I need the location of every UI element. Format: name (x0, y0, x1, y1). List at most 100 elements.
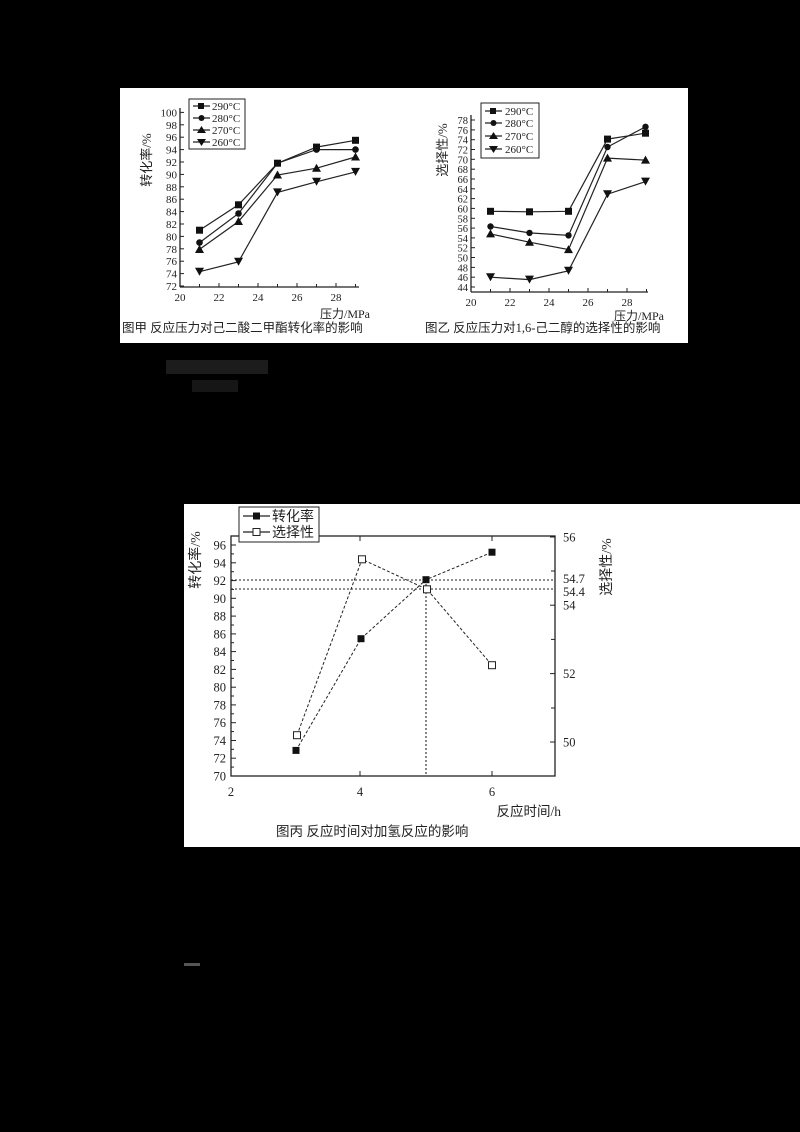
chart-bing: 70 72 74 76 78 80 82 84 86 88 90 92 94 (187, 506, 615, 839)
figure-caption: 图甲 反应压力对己二酸二甲酯转化率的影响 (122, 320, 363, 335)
x-axis-label: 压力/MPa (320, 307, 371, 321)
legend-label: 290°C (212, 101, 240, 113)
svg-text:78: 78 (166, 244, 178, 256)
svg-text:24: 24 (253, 292, 265, 304)
filled-square-marker (357, 635, 365, 643)
svg-text:70: 70 (214, 770, 227, 784)
svg-text:52: 52 (563, 667, 576, 681)
y-axis-label: 选择性/% (435, 123, 450, 177)
open-square-marker (423, 585, 431, 594)
svg-text:26: 26 (583, 297, 595, 309)
figure-caption: 图乙 反应压力对1,6-己二醇的选择性的影响 (425, 320, 660, 335)
series-markers (195, 136, 360, 276)
svg-text:22: 22 (214, 292, 225, 304)
svg-text:56: 56 (563, 531, 576, 545)
reference-lines (231, 579, 555, 776)
legend-triangle-down-marker (197, 139, 206, 146)
svg-text:94: 94 (166, 145, 178, 157)
svg-text:50: 50 (563, 736, 576, 750)
legend-label: 280°C (212, 113, 240, 125)
svg-text:92: 92 (166, 157, 177, 169)
svg-text:90: 90 (214, 592, 227, 606)
svg-text:92: 92 (214, 574, 227, 588)
chart-jia: 72 74 76 78 80 82 84 86 88 90 92 94 96 9… (122, 98, 371, 335)
svg-text:74: 74 (166, 269, 178, 281)
legend-triangle-down-marker (489, 146, 498, 153)
svg-text:100: 100 (161, 107, 178, 119)
top-figures-svg: 72 74 76 78 80 82 84 86 88 90 92 94 96 9… (122, 98, 665, 335)
svg-text:62: 62 (458, 195, 469, 206)
bottom-figure-panel: 70 72 74 76 78 80 82 84 86 88 90 92 94 (184, 504, 800, 847)
svg-text:78: 78 (214, 698, 227, 712)
x-ticks: 20 22 24 26 28 (466, 288, 647, 309)
legend: 290°C 280°C 270°C 260°C (480, 102, 540, 159)
open-square-marker (488, 661, 496, 670)
svg-text:48: 48 (458, 263, 469, 274)
y-ticks: 72 74 76 78 80 82 84 86 88 90 92 94 96 9… (161, 107, 184, 293)
svg-text:44: 44 (458, 283, 469, 294)
svg-text:60: 60 (458, 204, 469, 215)
series-260-line (199, 171, 356, 273)
chart-yi: 44 46 48 50 52 54 56 58 60 62 64 66 68 7… (425, 102, 665, 335)
series-290-line (199, 139, 356, 231)
svg-text:82: 82 (214, 663, 227, 677)
open-square-marker (293, 731, 301, 740)
svg-text:28: 28 (622, 297, 634, 309)
chart-bing-svg: 70 72 74 76 78 80 82 84 86 88 90 92 94 (187, 506, 615, 839)
svg-text:80: 80 (214, 681, 227, 695)
figure-caption: 图丙 反应时间对加氢反应的影响 (276, 823, 468, 839)
legend-square-marker (198, 103, 204, 109)
y-axis-label-left: 转化率/% (187, 531, 204, 589)
svg-text:22: 22 (505, 297, 516, 309)
top-figure-panel: 72 74 76 78 80 82 84 86 88 90 92 94 96 9… (120, 88, 688, 343)
x-ticks: 20 22 24 26 28 (175, 283, 356, 304)
svg-text:78: 78 (458, 116, 469, 127)
svg-text:56: 56 (458, 224, 469, 235)
svg-text:98: 98 (166, 120, 178, 132)
svg-text:84: 84 (166, 207, 178, 219)
dark-text-fragment (192, 380, 238, 392)
svg-text:96: 96 (166, 132, 178, 144)
svg-text:84: 84 (214, 645, 227, 659)
svg-text:54: 54 (563, 599, 576, 613)
y-ticks-left: 70 72 74 76 78 80 82 84 86 88 90 92 94 (214, 539, 236, 784)
x-axis-label: 反应时间/h (496, 803, 561, 819)
svg-text:68: 68 (458, 165, 469, 176)
svg-text:4: 4 (357, 785, 364, 799)
svg-text:6: 6 (489, 785, 495, 799)
y-ticks-right: 50 52 54 54.4 54.7 56 (550, 531, 586, 750)
svg-text:72: 72 (214, 752, 227, 766)
svg-text:2: 2 (228, 785, 234, 799)
svg-text:52: 52 (458, 244, 469, 255)
filled-square-marker (488, 548, 496, 556)
svg-text:72: 72 (166, 281, 177, 293)
series-markers (486, 123, 650, 284)
x-ticks: 2 4 6 (228, 536, 495, 799)
series-markers (292, 548, 496, 754)
svg-text:76: 76 (458, 126, 469, 137)
svg-text:20: 20 (466, 297, 478, 309)
svg-text:82: 82 (166, 219, 177, 231)
svg-text:86: 86 (214, 627, 227, 641)
series-selectivity-line (296, 558, 493, 736)
svg-text:54.7: 54.7 (563, 572, 585, 586)
svg-text:96: 96 (214, 539, 227, 553)
svg-text:76: 76 (166, 256, 178, 268)
legend-circle-marker (198, 115, 205, 121)
legend-label: 280°C (505, 118, 533, 130)
legend-circle-marker (490, 120, 497, 126)
legend-filled-square-marker (253, 512, 260, 520)
svg-text:74: 74 (214, 734, 227, 748)
legend-label: 选择性 (272, 525, 314, 541)
y-axis-label: 转化率/% (139, 133, 154, 187)
svg-text:80: 80 (166, 231, 178, 243)
svg-text:88: 88 (214, 610, 227, 624)
legend-triangle-up-marker (489, 132, 498, 139)
svg-text:28: 28 (331, 292, 343, 304)
legend-label: 290°C (505, 106, 533, 118)
series-lines (295, 551, 493, 751)
legend-label: 270°C (212, 125, 240, 137)
legend-label: 270°C (505, 131, 533, 143)
open-square-marker (358, 555, 366, 564)
svg-text:50: 50 (458, 254, 469, 265)
